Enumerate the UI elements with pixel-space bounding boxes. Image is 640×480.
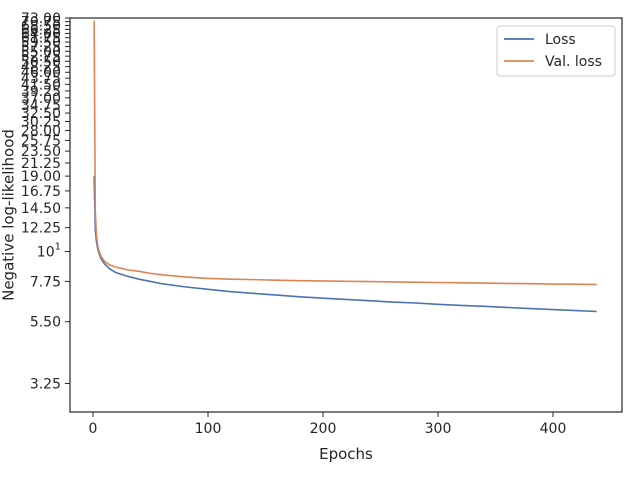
- y-tick-label: 46.00: [21, 65, 61, 81]
- y-tick-label: 7.75: [30, 274, 61, 290]
- y-tick-label: 25.75: [21, 133, 61, 149]
- x-axis: 0 100 200 300 400: [89, 412, 567, 437]
- legend-entry: Val. loss: [545, 54, 602, 70]
- y-tick-label: 39.25: [21, 84, 61, 100]
- y-tick-label: 23.50: [21, 144, 61, 160]
- y-tick-label: 61.75: [21, 31, 61, 47]
- y-tick-label: 43.75: [21, 71, 61, 87]
- legend: Loss Val. loss: [496, 25, 616, 77]
- x-axis-label: Epochs: [319, 445, 373, 463]
- y-tick-label: 66.25: [21, 22, 61, 38]
- y-tick-label: 3.25: [30, 377, 61, 393]
- y-tick-label: 34.75: [21, 98, 61, 114]
- y-axis-label: Negative log-likelihood: [0, 129, 18, 301]
- x-tick-label: 400: [540, 421, 567, 437]
- x-tick-label: 200: [310, 421, 337, 437]
- y-tick-label: 55.00: [21, 44, 61, 60]
- y-tick-label: 57.25: [21, 40, 61, 56]
- y-tick-label: 64.00: [21, 26, 61, 42]
- y-tick-label: 16.75: [21, 184, 61, 200]
- y-tick-label: 59.50: [21, 35, 61, 51]
- y-tick-label: 32.50: [21, 106, 61, 122]
- series-line-1: [93, 20, 597, 286]
- y-tick-label: 37.00: [21, 91, 61, 107]
- y-tick-label: 12.25: [21, 221, 61, 237]
- y-tick-label: 50.50: [21, 54, 61, 70]
- plot-frame: [69, 17, 623, 413]
- x-tick-label: 0: [89, 421, 98, 437]
- y-tick-label: 5.50: [30, 315, 61, 331]
- x-tick-label: 100: [195, 421, 222, 437]
- series-layer: [93, 20, 597, 313]
- y-tick-label: 28.00: [21, 124, 61, 140]
- y-tick-label: 52.75: [21, 49, 61, 65]
- y-tick-label: 21.25: [21, 156, 61, 172]
- y-tick-label: 30.25: [21, 114, 61, 130]
- legend-entry: Loss: [545, 32, 576, 48]
- y-tick-label: 73.00: [21, 11, 61, 27]
- y-tick-label: 48.25: [21, 60, 61, 76]
- y-tick-label: 41.50: [21, 77, 61, 93]
- x-tick-label: 300: [425, 421, 452, 437]
- y-axis: 3.25 5.50 7.75 101 12.25 14.5016.7519.0021.25…: [21, 11, 70, 393]
- y-tick-label: 70.75: [21, 15, 61, 31]
- y-tick-label: 68.50: [21, 18, 61, 34]
- y-tick-label: 19.00: [21, 169, 61, 185]
- series-line-0: [93, 176, 597, 313]
- y-tick-label: 14.50: [21, 201, 61, 217]
- y-tick-label: 101: [37, 241, 61, 260]
